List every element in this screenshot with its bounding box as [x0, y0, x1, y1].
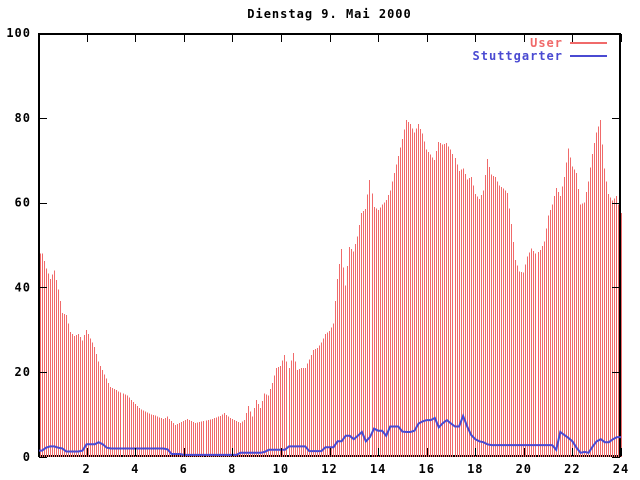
y-tick-label: 80 — [15, 111, 31, 125]
legend-item-user: User — [473, 35, 607, 50]
y-tick-label: 40 — [15, 280, 31, 294]
legend: User Stuttgarter — [472, 35, 607, 63]
y-tick-label: 0 — [23, 450, 31, 464]
x-tick-label: 16 — [418, 462, 434, 476]
user-bars — [40, 119, 622, 457]
x-tick-label: 4 — [131, 462, 139, 476]
x-tick-label: 2 — [82, 462, 90, 476]
x-tick-label: 8 — [228, 462, 236, 476]
legend-line-sample-stuttgarter — [570, 54, 607, 57]
legend-item-stuttgarter: Stuttgarter — [472, 48, 607, 63]
x-tick-label: 20 — [516, 462, 532, 476]
legend-line-sample-user — [570, 41, 607, 44]
y-tick-label: 60 — [15, 196, 31, 210]
x-tick-label: 14 — [370, 462, 386, 476]
x-tick-label: 22 — [564, 462, 580, 476]
x-tick-label: 6 — [180, 462, 188, 476]
x-tick-label: 10 — [273, 462, 289, 476]
chart-title: Dienstag 9. Mai 2000 — [247, 7, 412, 21]
legend-label-user: User — [530, 35, 563, 50]
x-tick-label: 24 — [613, 462, 629, 476]
y-tick-label: 100 — [6, 26, 31, 40]
x-tick-label: 12 — [321, 462, 337, 476]
x-tick-label: 18 — [467, 462, 483, 476]
legend-label-stuttgarter: Stuttgarter — [472, 48, 563, 63]
y-tick-label: 20 — [15, 365, 31, 379]
